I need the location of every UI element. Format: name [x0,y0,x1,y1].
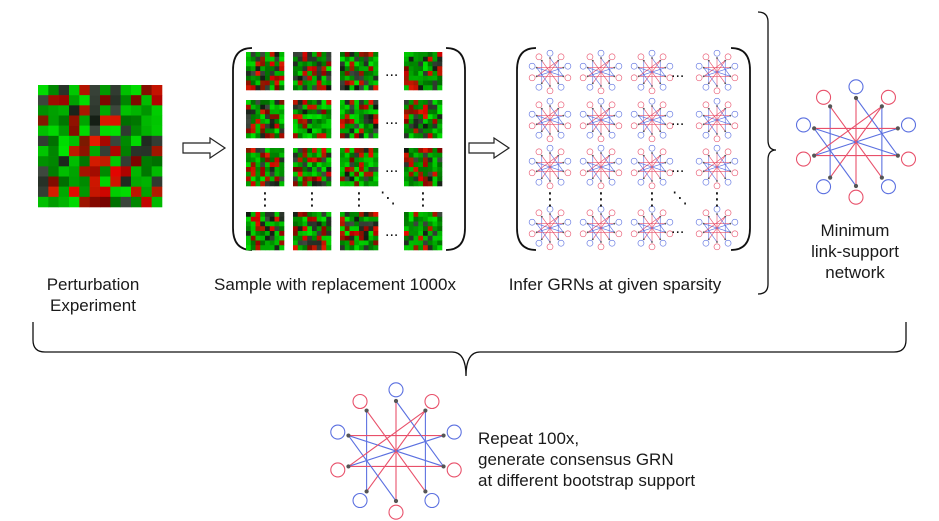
minimum-label-line-2: link-support [811,242,899,261]
horizontal-ellipsis: ... [671,64,684,81]
vertical-ellipsis: ⋮ [643,189,661,210]
vertical-ellipsis: ⋮ [592,189,610,210]
minimum-label-line-3: network [825,263,885,282]
sample-heatmap [340,212,379,251]
sample-heatmap [246,52,285,91]
perturbation-label-line-2: Experiment [50,296,136,315]
heatmap-cells [38,85,163,208]
sample-heatmap [404,52,443,91]
grn-network [528,205,572,251]
repeat-label-line-1: Repeat 100x, [478,429,580,448]
repeat-label: Repeat 100x, generate consensus GRN at d… [478,428,695,491]
minimum-network [795,79,917,205]
grn-network [695,144,739,190]
grn-network [695,97,739,143]
vertical-ellipsis: ⋮ [350,189,368,210]
minimum-network-graph [795,79,917,205]
grn-network [579,97,623,143]
vertical-ellipsis: ⋮ [256,189,274,210]
horizontal-ellipsis: ... [385,111,398,128]
right-paren [445,47,466,251]
grn-network [579,144,623,190]
vertical-ellipsis: ⋮ [708,189,726,210]
vertical-ellipsis: ⋮ [541,189,559,210]
arrow-1 [182,136,227,160]
minimum-label: Minimum link-support network [790,220,920,283]
grn-network [630,97,674,143]
grn-network [579,205,623,251]
sample-heatmap [340,148,379,187]
horizontal-ellipsis: ... [671,112,684,129]
consensus-network [330,382,462,520]
sample-heatmap [404,100,443,139]
grn-network [695,49,739,95]
horizontal-ellipsis: ... [385,159,398,176]
perturbation-label-line-1: Perturbation [46,275,140,294]
diagonal-ellipsis: ⋱ [672,188,688,207]
minimum-label-line-1: Minimum [820,221,890,240]
vertical-ellipsis: ⋮ [414,189,432,210]
bottom-curly-brace [32,322,907,377]
consensus-network-graph [330,382,462,520]
arrow-2 [468,136,511,160]
sample-heatmap [340,52,379,91]
horizontal-ellipsis: ... [385,223,398,240]
sample-heatmap [246,100,285,139]
left-paren [516,47,537,251]
grn-network [528,97,572,143]
sample-heatmap [293,52,332,91]
sample-heatmap [404,148,443,187]
vertical-ellipsis: ⋮ [303,189,321,210]
repeat-label-line-3: at different bootstrap support [478,471,696,490]
sample-heatmap [404,212,443,251]
horizontal-ellipsis: ... [671,159,684,176]
grn-network [528,144,572,190]
grn-network [695,205,739,251]
left-paren [232,47,253,251]
grn-network [630,144,674,190]
right-curly-brace [757,11,777,295]
grn-matrix: ............ ⋮ ⋮ ⋮ ⋱ ⋮ [516,47,751,251]
sample-label: Sample with replacement 1000x [214,275,456,294]
infer-label: Infer GRNs at given sparsity [508,275,722,294]
grn-network [630,205,674,251]
perturbation-label: Perturbation Experiment [28,274,158,316]
sample-heatmap [246,148,285,187]
repeat-label-line-2: generate consensus GRN [478,450,674,469]
grn-network [579,49,623,95]
grn-network [528,49,572,95]
right-paren [730,47,751,251]
sample-heatmap [340,100,379,139]
grn-network [630,49,674,95]
sample-heatmap [293,148,332,187]
sample-matrix: ............ ⋮ ⋮ ⋮ ⋱ ⋮ [232,47,466,251]
horizontal-ellipsis: ... [671,220,684,237]
perturbation-heatmap [38,85,163,208]
sample-heatmap [293,100,332,139]
horizontal-ellipsis: ... [385,63,398,80]
sample-heatmap [246,212,285,251]
sample-heatmap [293,212,332,251]
diagonal-ellipsis: ⋱ [380,188,396,207]
